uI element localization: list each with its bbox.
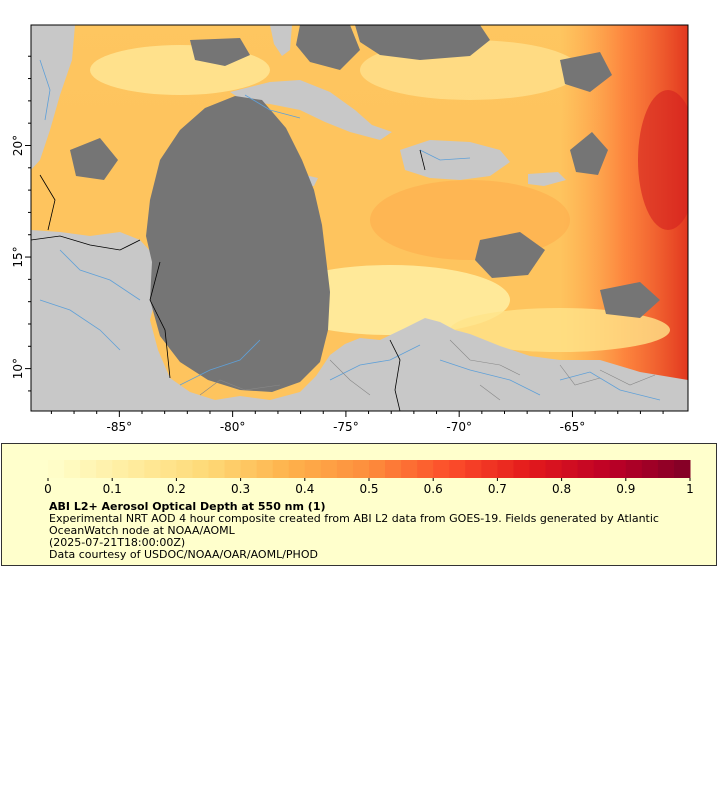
colorbar-tick-label: 0.4 bbox=[295, 482, 314, 494]
legend-title: ABI L2+ Aerosol Optical Depth at 550 nm … bbox=[49, 500, 326, 513]
colorbar-cell bbox=[144, 460, 161, 478]
aod-hotspot bbox=[638, 90, 688, 230]
colorbar-tick-label: 0.1 bbox=[103, 482, 122, 494]
x-axis: -85° -80° -75° -70° -65° bbox=[50, 411, 664, 434]
aod-field-lowband-2 bbox=[450, 308, 670, 352]
colorbar-cell bbox=[513, 460, 530, 478]
colorbar-tick-label: 0.5 bbox=[359, 482, 378, 494]
colorbar-cell bbox=[96, 460, 113, 478]
colorbar-cell bbox=[625, 460, 643, 478]
colorbar-cell bbox=[272, 460, 290, 478]
colorbar-cell bbox=[385, 460, 402, 478]
colorbar-cell bbox=[80, 460, 97, 478]
no-data-north-2 bbox=[190, 38, 250, 66]
colorbar-cell bbox=[64, 460, 81, 478]
colorbar-cell bbox=[240, 460, 258, 478]
colorbar-cell bbox=[465, 460, 482, 478]
land-puerto-rico bbox=[528, 172, 566, 186]
colorbar-tick-label: 0.2 bbox=[167, 482, 186, 494]
colorbar-cell bbox=[160, 460, 177, 478]
land-central-america bbox=[31, 230, 688, 411]
colorbar-cell bbox=[545, 460, 563, 478]
legend-panel: 0 0.1 0.2 0.3 0.4 0.5 0.6 0.7 0.8 0.9 1 ABI L2+ Ae… bbox=[1, 443, 717, 566]
land-south-florida bbox=[270, 25, 292, 56]
colorbar-cell bbox=[336, 460, 354, 478]
legend-timestamp: (2025-07-21T18:00:00Z) bbox=[49, 536, 186, 549]
colorbar-cell bbox=[561, 460, 579, 478]
colorbar: 0 0.1 0.2 0.3 0.4 0.5 0.6 0.7 0.8 0.9 1 bbox=[44, 460, 694, 494]
no-data-central bbox=[475, 232, 545, 278]
colorbar-cell bbox=[208, 460, 226, 478]
no-data-northwest bbox=[296, 25, 360, 70]
x-tick-label: -75° bbox=[333, 420, 359, 434]
colorbar-cell bbox=[593, 460, 611, 478]
no-data-south bbox=[600, 282, 660, 318]
colorbar-cell bbox=[641, 460, 659, 478]
legend-credit: Data courtesy of USDOC/NOAA/OAR/AOML/PHO… bbox=[49, 548, 318, 561]
colorbar-tick-label: 0.8 bbox=[552, 482, 571, 494]
colorbar-cell bbox=[577, 460, 595, 478]
colorbar-cell bbox=[673, 460, 691, 478]
colorbar-cell bbox=[369, 460, 386, 478]
colorbar-cell bbox=[657, 460, 675, 478]
no-data-west bbox=[70, 138, 118, 180]
borders bbox=[31, 149, 426, 411]
y-tick-label: 10° bbox=[11, 358, 25, 379]
map-layers bbox=[31, 25, 688, 411]
colorbar-cells bbox=[48, 460, 691, 478]
x-tick-label: -65° bbox=[560, 420, 586, 434]
colorbar-cell bbox=[352, 460, 370, 478]
no-data-northeast bbox=[560, 52, 612, 92]
colorbar-tick-label: 0.6 bbox=[424, 482, 443, 494]
x-tick-label: -80° bbox=[220, 420, 246, 434]
colorbar-cell bbox=[609, 460, 627, 478]
colorbar-tick-label: 0.3 bbox=[231, 482, 250, 494]
colorbar-cell bbox=[497, 460, 514, 478]
legend-description-line2: OceanWatch node at NOAA/AOML bbox=[49, 524, 235, 537]
colorbar-cell bbox=[112, 460, 129, 478]
land-yucatan-north bbox=[31, 25, 75, 170]
colorbar-cell bbox=[48, 460, 65, 478]
admin-lines bbox=[199, 339, 656, 401]
legend-description-line1: Experimental NRT AOD 4 hour composite cr… bbox=[49, 512, 659, 525]
y-tick-label: 15° bbox=[11, 246, 25, 267]
no-data-east bbox=[570, 132, 608, 175]
colorbar-tick-label: 0.9 bbox=[616, 482, 635, 494]
colorbar-cell bbox=[417, 460, 434, 478]
no-data-north bbox=[355, 25, 490, 60]
colorbar-cell bbox=[224, 460, 242, 478]
colorbar-cell bbox=[288, 460, 306, 478]
x-tick-label: -70° bbox=[446, 420, 472, 434]
map-frame bbox=[30, 24, 689, 412]
land-cuba bbox=[230, 80, 392, 140]
colorbar-cell bbox=[481, 460, 498, 478]
x-tick-label: -85° bbox=[107, 420, 133, 434]
y-axis: 10° 15° 20° bbox=[11, 55, 31, 392]
colorbar-cell bbox=[128, 460, 145, 478]
aod-map: -85° -80° -75° -70° -65° 10° 15° 20° bbox=[11, 24, 689, 434]
aod-field-lowband bbox=[270, 265, 510, 335]
colorbar-cell bbox=[401, 460, 418, 478]
colorbar-cell bbox=[192, 460, 209, 478]
colorbar-cell bbox=[433, 460, 450, 478]
land-hispaniola bbox=[400, 140, 510, 180]
colorbar-cell bbox=[449, 460, 466, 478]
colorbar-tick-label: 1 bbox=[686, 482, 694, 494]
colorbar-cell bbox=[256, 460, 274, 478]
colorbar-cell bbox=[320, 460, 338, 478]
colorbar-cell bbox=[176, 460, 193, 478]
colorbar-tick-label: 0.7 bbox=[488, 482, 507, 494]
colorbar-tick-label: 0 bbox=[44, 482, 52, 494]
no-data-west-caribbean bbox=[146, 96, 330, 392]
colorbar-ticks: 0 0.1 0.2 0.3 0.4 0.5 0.6 0.7 0.8 0.9 1 bbox=[44, 478, 694, 494]
rivers bbox=[39, 59, 661, 401]
y-tick-label: 20° bbox=[11, 135, 25, 156]
colorbar-cell bbox=[529, 460, 547, 478]
colorbar-cell bbox=[304, 460, 322, 478]
